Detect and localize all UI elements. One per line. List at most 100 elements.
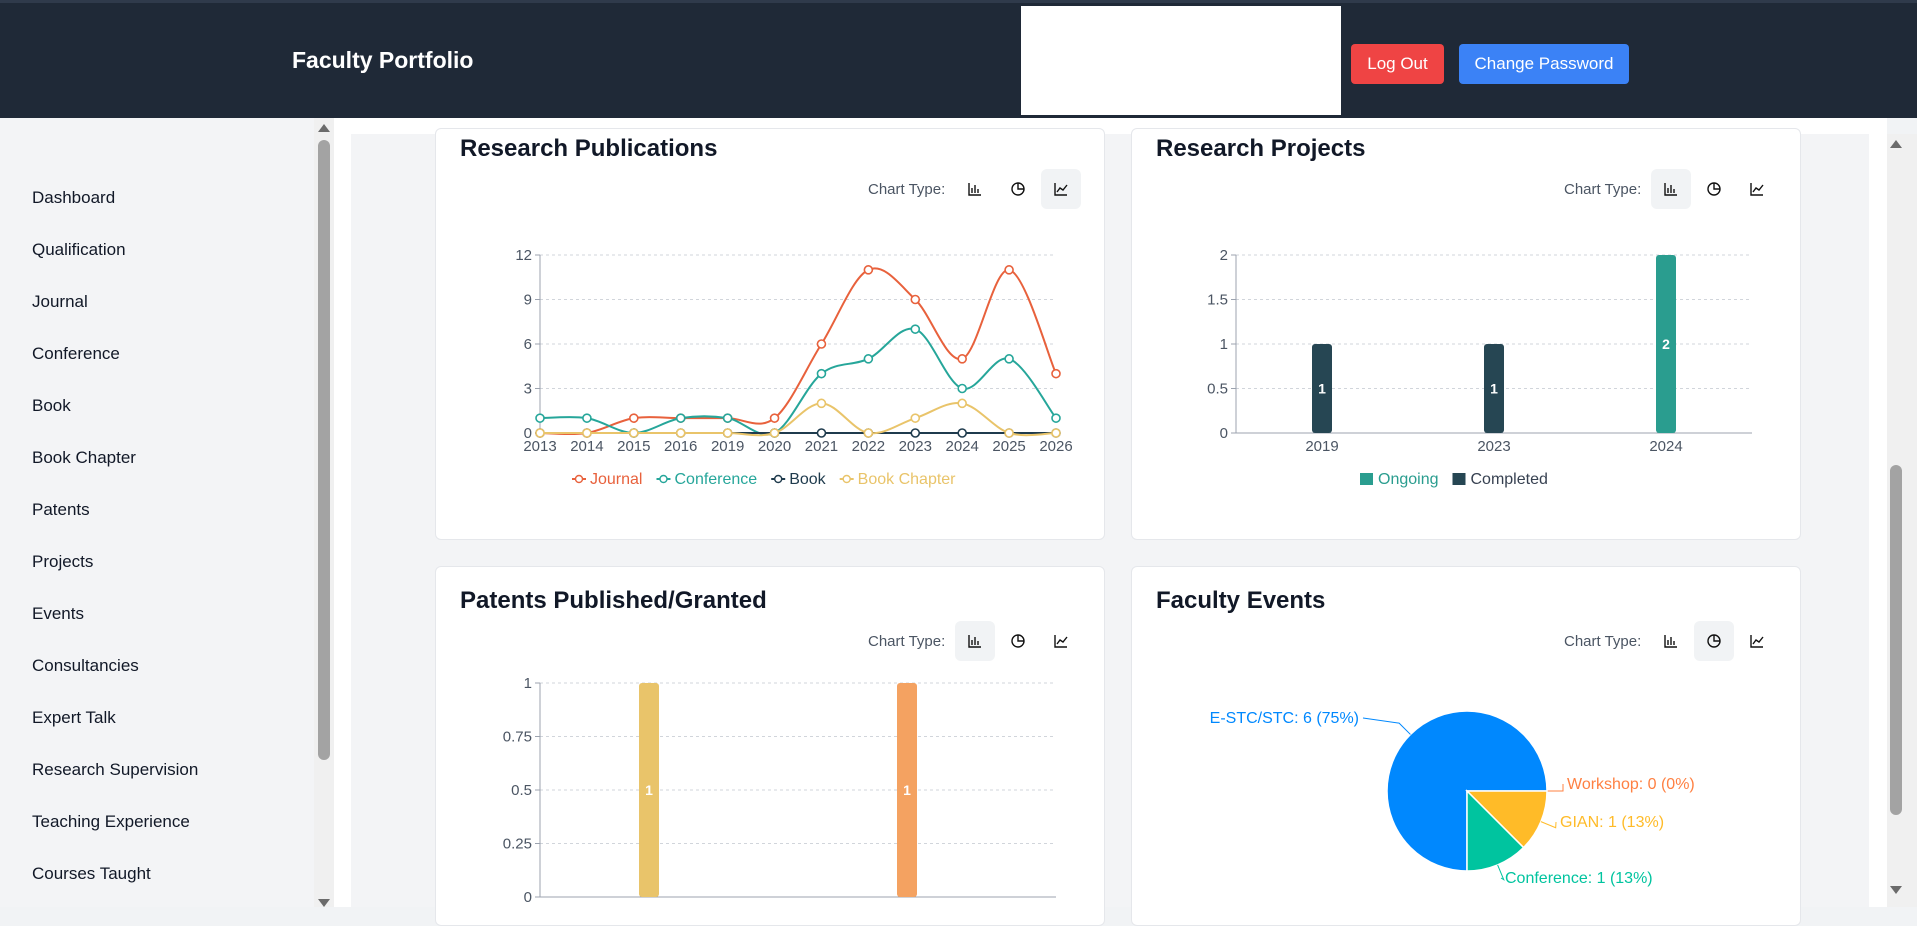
chart-type-label: Chart Type: [1564,633,1642,650]
chart-type-bar-button[interactable] [1651,169,1691,209]
journal-point [629,413,639,423]
chart-type-line-button[interactable] [1737,169,1777,209]
book-chapter-point [910,413,921,423]
bar-value-label: 2 [1662,336,1670,352]
bar-completed [1312,344,1332,433]
brand-title: Faculty Portfolio [292,47,474,73]
sidebar-item-dashboard[interactable]: Dashboard [32,188,116,207]
slice-label: GIAN: 1 (13%) [1560,814,1664,831]
chart-type-pie-button[interactable] [998,169,1038,209]
slice-label-leader [1547,784,1564,792]
line-chart-icon [1750,635,1764,648]
sidebar-item-qualification[interactable]: Qualification [32,240,126,259]
bar-ongoing [1656,255,1676,433]
x-tick-label: 2016 [664,438,697,455]
chart-type-line-button[interactable] [1737,621,1777,661]
x-tick-label: 2020 [758,438,791,455]
chart-type-bar-button[interactable] [955,621,995,661]
chart-type-pie-button[interactable] [1694,621,1734,661]
chart-type-line-button[interactable] [1041,169,1081,209]
gian-slice [1465,790,1548,849]
y-tick-label: 0 [524,889,532,906]
sidebar-item-consultancies[interactable]: Consultancies [32,656,139,675]
bar-chart-icon [968,635,981,648]
x-tick-label: 2024 [1649,438,1682,455]
legend-marker [842,474,851,484]
chart-type-pie-button[interactable] [1694,169,1734,209]
card-title: Patents Published/Granted [460,587,767,614]
legend-swatch [1360,473,1373,485]
chart-type-line-button[interactable] [1041,621,1081,661]
bar-completed [1484,344,1504,433]
research-projects-card: Research Projects Chart Type: 0 0.5 1 1.5 2 2… [1131,128,1801,540]
chart-type-bar-button[interactable] [955,169,995,209]
chart-type-pie-button[interactable] [998,621,1038,661]
bar-chart-icon [1664,635,1677,648]
book-chapter-point [863,428,874,438]
x-tick-label: 2019 [1305,438,1338,455]
y-tick-label: 9 [524,292,532,309]
slice-label-leader [1540,821,1557,829]
journal-point [910,294,921,305]
bar-value-label: 1 [1490,381,1498,397]
bar-chart-icon [1664,183,1677,196]
main-scroll-down-icon[interactable] [1890,886,1902,894]
journal-point [957,354,967,364]
card-title: Research Publications [460,135,718,162]
sidebar-item-teaching-experience[interactable]: Teaching Experience [32,812,190,831]
pie-chart-icon [1011,634,1025,648]
y-tick-label: 12 [515,247,532,264]
legend-marker [574,474,584,484]
sidebar-scroll-up-icon[interactable] [318,124,330,132]
y-tick-label: 0.75 [503,729,532,746]
sidebar-scroll-thumb[interactable] [318,140,330,760]
research-publications-card: Research Publications Chart Type: 0 3 6 9 12… [435,128,1105,540]
conference-point [1004,354,1014,364]
y-tick-label: 0 [1220,425,1228,442]
chart-type-bar-button[interactable] [1651,621,1691,661]
legend-label: Journal [590,471,642,488]
sidebar-scroll-down-icon[interactable] [318,899,330,907]
sidebar-item-events[interactable]: Events [32,604,84,623]
conference-point [863,354,874,364]
sidebar-item-projects[interactable]: Projects [32,552,94,571]
main-scroll-up-icon[interactable] [1890,140,1902,148]
book-chapter-point [816,398,827,409]
y-tick-label: 1.5 [1207,292,1228,309]
sidebar-item-expert-talk[interactable]: Expert Talk [32,708,116,727]
change-password-button[interactable]: Change Password [1459,44,1629,84]
top-navbar: Faculty Portfolio Log Out Change Passwor… [0,0,1917,118]
logout-button[interactable]: Log Out [1351,44,1444,84]
legend-label: Completed [1471,471,1548,488]
y-tick-label: 3 [524,381,532,398]
slice-label: Workshop: 0 (0%) [1567,776,1695,793]
legend-label: Book [789,471,826,488]
sidebar-item-research-supervision[interactable]: Research Supervision [32,760,199,779]
journal-point [1051,368,1061,379]
sidebar-item-courses-taught[interactable]: Courses Taught [32,864,151,883]
sidebar-item-conference[interactable]: Conference [32,344,120,363]
journal-series-line [539,267,1057,436]
x-tick-label: 2022 [852,438,885,455]
conference-point [910,324,921,334]
book-chapter-point [769,428,780,438]
y-tick-label: 0 [524,425,532,442]
y-tick-label: 1 [524,675,532,692]
bar-value-label: 1 [903,782,911,798]
conference-point [1051,413,1061,423]
main-scroll-thumb[interactable] [1890,465,1902,815]
conference-point [722,413,733,423]
sidebar-item-book-chapter[interactable]: Book Chapter [32,448,136,467]
sidebar-item-patents[interactable]: Patents [32,500,90,519]
chart-type-label: Chart Type: [868,181,946,198]
bar-value-label: 1 [645,782,653,798]
line-chart-icon [1054,635,1068,648]
sidebar-item-book[interactable]: Book [32,396,71,415]
line-chart-icon [1054,183,1068,196]
pie-chart-icon [1011,182,1025,196]
card-title: Faculty Events [1156,587,1326,614]
conference-point [582,413,592,423]
card-title: Research Projects [1156,135,1366,162]
sidebar-item-journal[interactable]: Journal [32,292,88,311]
